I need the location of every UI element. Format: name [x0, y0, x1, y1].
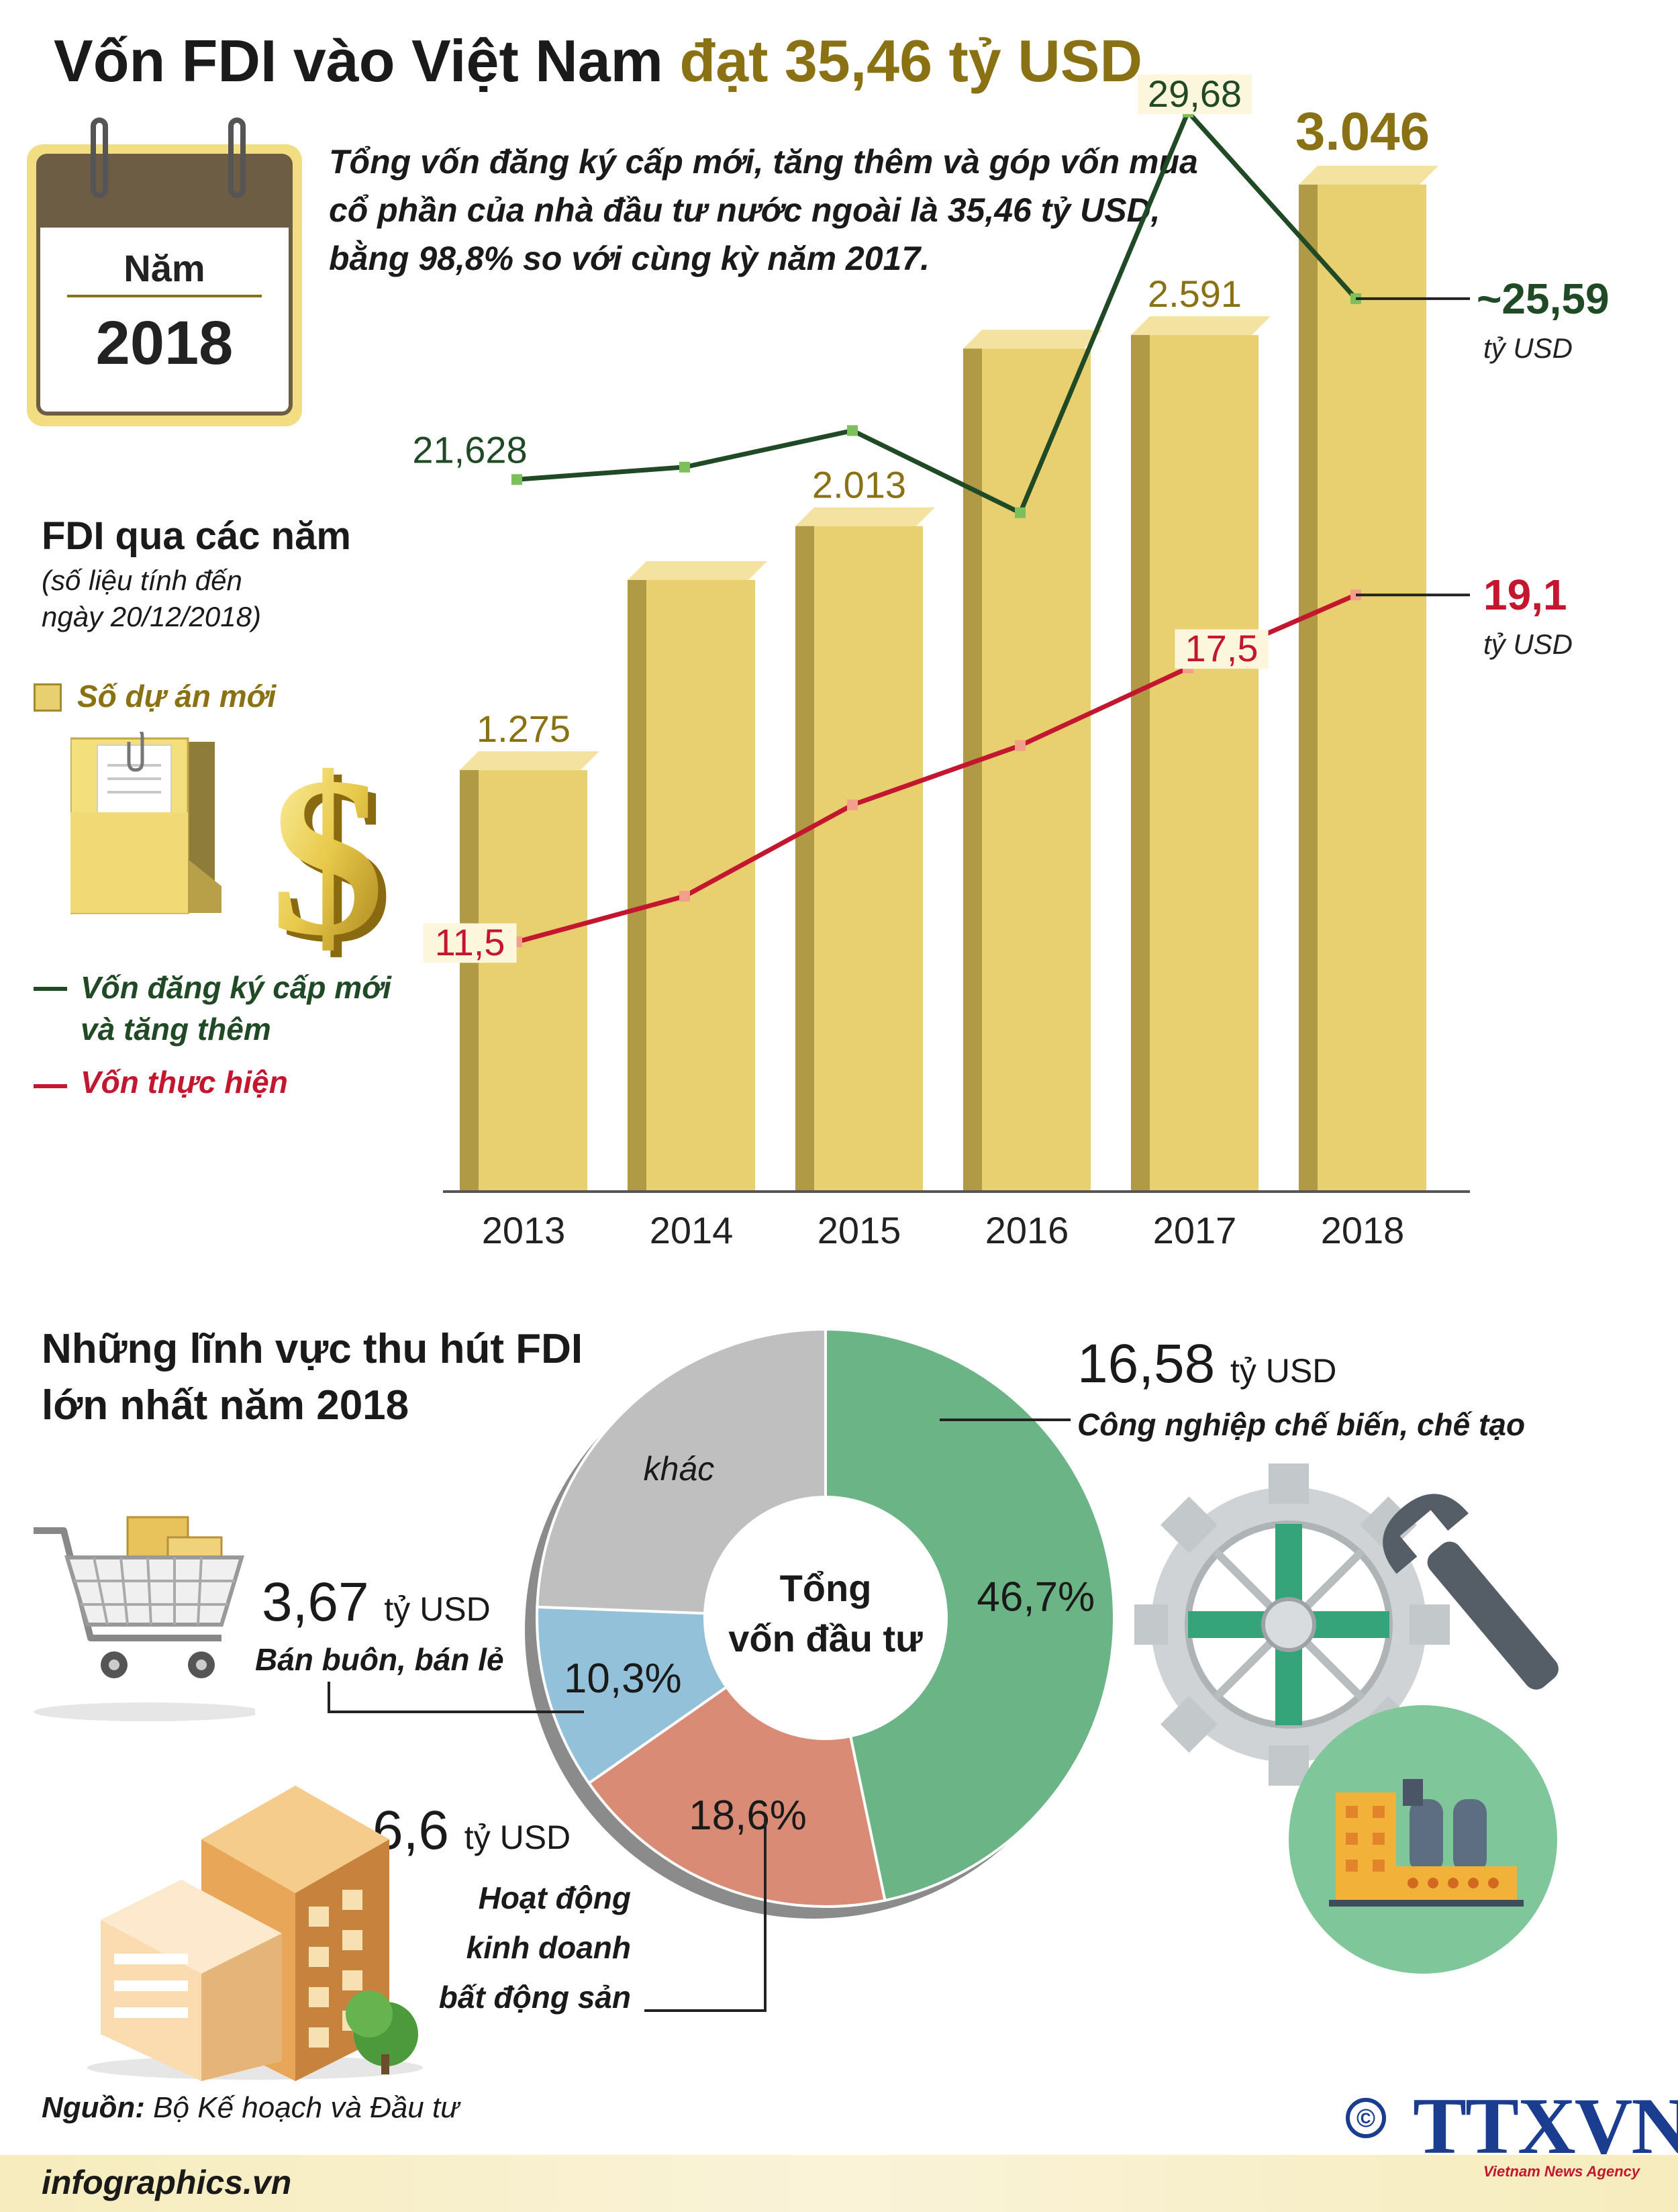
donut-label-0: 46,7%	[977, 1574, 1095, 1620]
page-title: Vốn FDI vào Việt Nam đạt 35,46 tỷ USD	[54, 27, 1142, 95]
realestate-name: Hoạt động kinh doanh bất động sản	[438, 1880, 631, 2015]
building-icon	[87, 1786, 423, 2081]
registered-2018-unit: tỷ USD	[1483, 332, 1573, 364]
bar-label-2013: 1.275	[477, 708, 571, 750]
bar-side-2014	[628, 579, 646, 1192]
registered-2017-label: 29,68	[1148, 73, 1242, 115]
donut-center-label-2: vốn đầu tư	[728, 1617, 923, 1660]
manufacturing-amount: 16,58	[1077, 1333, 1216, 1394]
ttxvn-logo: TTXVN	[1413, 2081, 1678, 2170]
manufacturing-unit: tỷ USD	[1230, 1352, 1337, 1390]
fdi-section-title: FDI qua các năm	[42, 514, 351, 558]
footer-site[interactable]: infographics.vn	[42, 2164, 292, 2201]
x-tick-2018: 2018	[1321, 1209, 1405, 1251]
bar-side-2018	[1299, 185, 1318, 1192]
bar-label-2018: 3.046	[1295, 101, 1430, 161]
bar-side-2013	[460, 770, 479, 1192]
bar-label-2015: 2.013	[812, 464, 906, 506]
realized-point-2014	[679, 891, 690, 902]
bar-2015	[795, 526, 923, 1192]
registered-point-2014	[679, 461, 690, 473]
x-tick-2016: 2016	[985, 1209, 1069, 1251]
bar-side-2015	[795, 526, 814, 1192]
bar-2018	[1299, 185, 1426, 1192]
footer-bar	[0, 2155, 1678, 2212]
bar-2016	[963, 348, 1091, 1192]
registered-point-2013	[511, 474, 522, 485]
svg-text:$: $	[270, 738, 385, 980]
realized-2018-unit: tỷ USD	[1483, 628, 1573, 660]
bar-2017	[1131, 335, 1258, 1192]
sectors-title: Những lĩnh vực thu hút FDI lớn nhất năm …	[42, 1326, 583, 1429]
calendar-label: Năm	[124, 247, 205, 289]
bar-2013	[460, 770, 587, 1192]
calendar-year: 2018	[95, 309, 234, 377]
realestate-unit: tỷ USD	[464, 1819, 571, 1856]
realized-point-2016	[1015, 740, 1026, 751]
bar-side-2017	[1131, 335, 1150, 1192]
bar-top-2013	[460, 751, 599, 771]
gear-factory-icon	[1134, 1463, 1559, 1974]
ttxvn-logo-subtitle: Vietnam News Agency	[1483, 2163, 1640, 2180]
x-tick-2015: 2015	[818, 1209, 901, 1251]
registered-2013-label: 21,628	[412, 428, 527, 471]
copyright-icon: ©	[1346, 2098, 1386, 2138]
svg-text:$: $	[279, 738, 393, 980]
legend-projects-label: Số dự án mới	[77, 679, 277, 714]
legend-registered-swatch	[34, 987, 67, 991]
donut-label-2: 10,3%	[564, 1655, 682, 1702]
registered-line	[516, 107, 1358, 516]
bar-2014	[628, 579, 755, 1192]
registered-2018-label: ~25,59	[1477, 275, 1610, 323]
realized-point-2015	[847, 800, 858, 810]
realized-2018-label: 19,1	[1483, 571, 1567, 619]
registered-2017-label-bg	[1138, 75, 1252, 114]
bar-top-2018	[1299, 166, 1438, 185]
sector-donut-chart: 46,7% 18,6% 10,3% khác Tổng vốn đầu tư	[525, 1327, 1116, 1919]
retail-unit: tỷ USD	[384, 1590, 491, 1628]
intro-text: Tổng vốn đăng ký cấp mới, tăng thêm và g…	[329, 143, 1198, 277]
dollar-icon: $ $	[270, 738, 393, 980]
bar-top-2014	[628, 561, 767, 580]
retail-amount: 3,67	[262, 1572, 369, 1633]
bar-top-2016	[963, 330, 1103, 349]
realized-2011-label-bg	[423, 923, 517, 963]
registered-point-2016	[1015, 507, 1026, 518]
x-tick-2014: 2014	[650, 1209, 734, 1251]
legend-projects-swatch	[34, 683, 62, 712]
legend-realized-swatch	[34, 1084, 67, 1088]
bar-side-2016	[963, 348, 982, 1192]
shopping-cart-icon	[34, 1516, 255, 1721]
folder-icon	[70, 732, 221, 914]
donut-label-3: khác	[644, 1450, 715, 1488]
realized-2011-label: 11,5	[435, 921, 505, 963]
manufacturing-value: 16,58 tỷ USD	[1077, 1333, 1336, 1396]
registered-point-2015	[847, 425, 858, 436]
source-text: Bộ Kế hoạch và Đầu tư	[153, 2091, 460, 2124]
title-part-2: đạt 35,46 tỷ USD	[679, 28, 1142, 94]
bar-top-2017	[1131, 316, 1271, 336]
bar-top-2015	[795, 507, 935, 526]
bar-label-2017: 2.591	[1148, 273, 1242, 315]
fdi-chart: 1.275 2013 2014 2.013 2015 2016 2.591 2017 3.046…	[412, 73, 1610, 1251]
realized-2017-label: 17,5	[1185, 627, 1258, 669]
x-tick-2017: 2017	[1153, 1209, 1237, 1251]
fdi-section-note: (số liệu tính đến ngày 20/12/2018)	[42, 565, 261, 632]
legend-realized-label: Vốn thực hiện	[81, 1065, 288, 1100]
donut-label-1: 18,6%	[689, 1792, 807, 1839]
manufacturing-name: Công nghiệp chế biến, chế tạo	[1077, 1407, 1526, 1442]
realized-2017-label-bg	[1175, 629, 1269, 669]
title-part-1: Vốn FDI vào Việt Nam	[54, 28, 663, 94]
x-tick-2013: 2013	[482, 1209, 566, 1251]
legend-registered-label: Vốn đăng ký cấp mới và tăng thêm	[81, 970, 391, 1047]
donut-center-label-1: Tổng	[780, 1567, 872, 1609]
retail-value: 3,67 tỷ USD	[262, 1571, 491, 1634]
source-label: Nguồn:	[42, 2091, 145, 2124]
retail-name: Bán buôn, bán lẻ	[255, 1642, 504, 1677]
calendar-icon: Năm 2018	[27, 117, 302, 426]
source-line: Nguồn: Bộ Kế hoạch và Đầu tư	[42, 2091, 459, 2125]
